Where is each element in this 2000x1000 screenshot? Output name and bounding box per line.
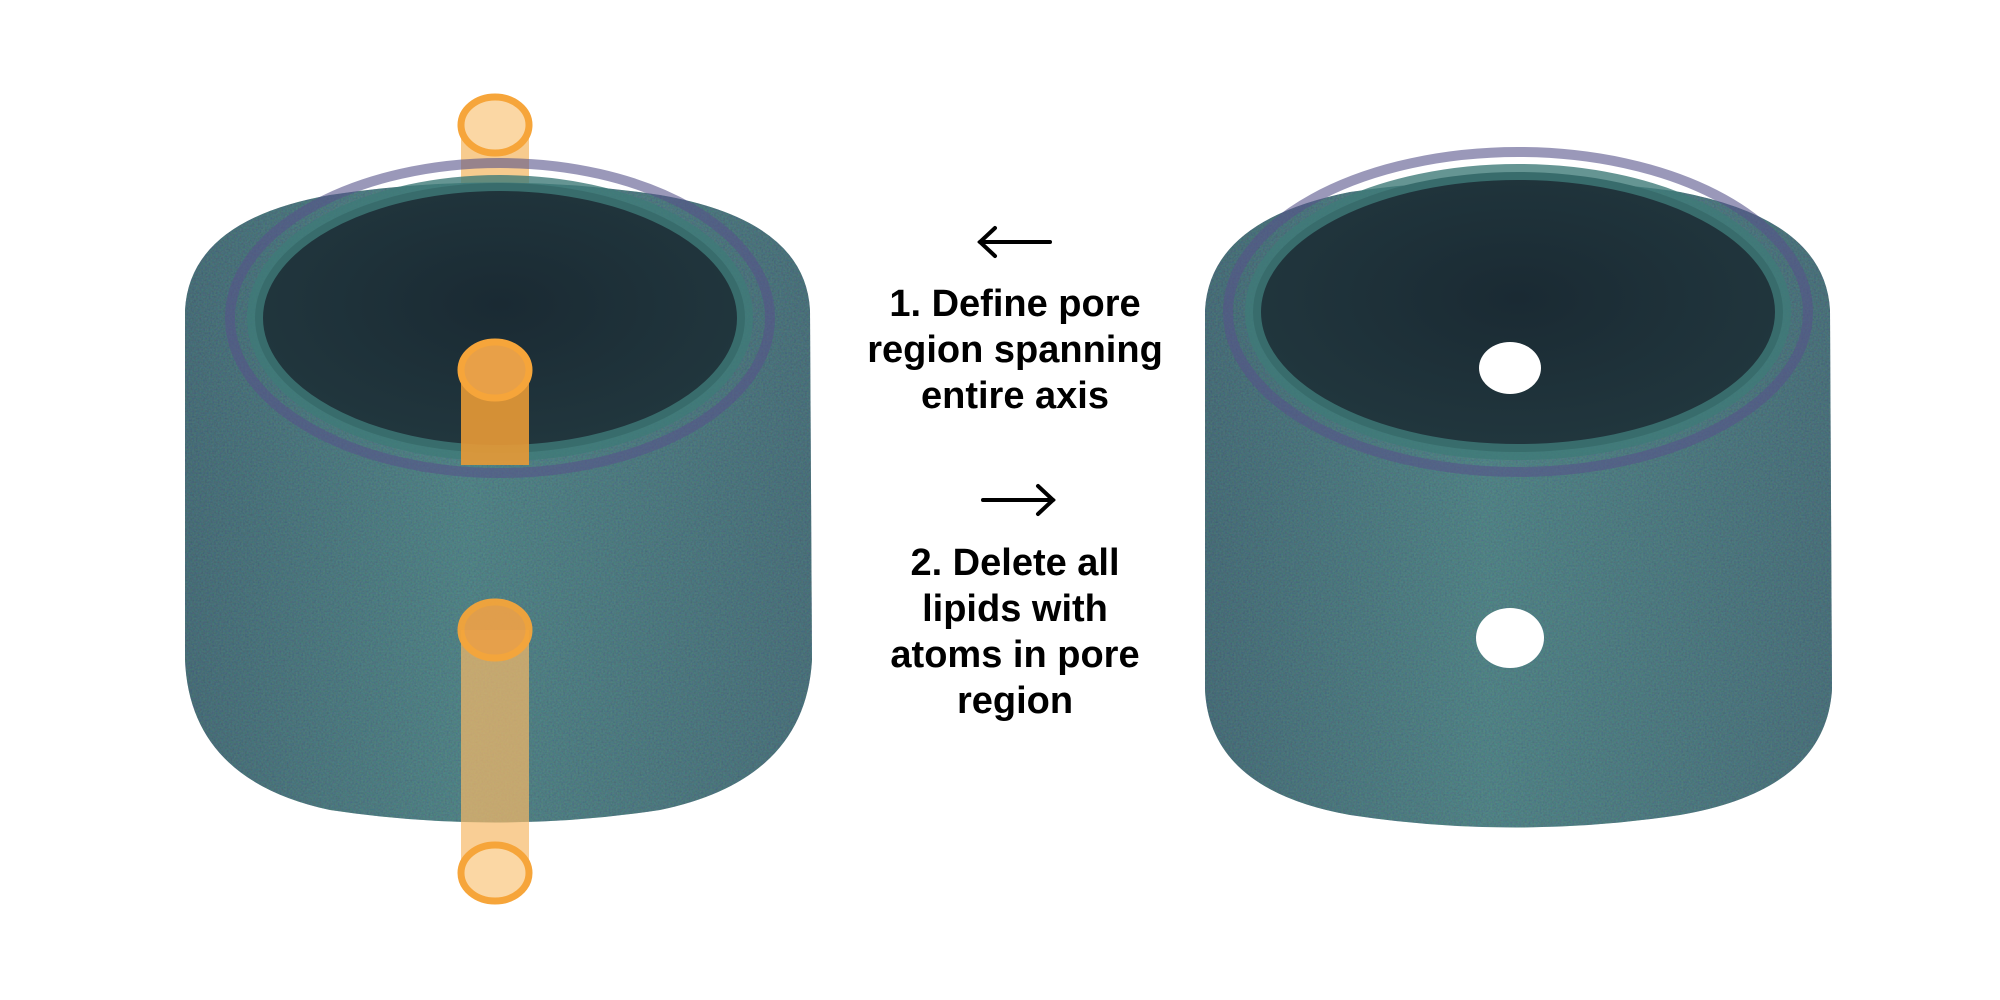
right-cylinder bbox=[1205, 147, 1832, 828]
right-cylinder-opening bbox=[1253, 172, 1783, 452]
pore-region-bottom bbox=[457, 598, 533, 905]
step-2-text: 2. Delete all lipids with atoms in pore … bbox=[890, 542, 1140, 722]
left-cylinder-opening bbox=[255, 183, 745, 453]
pore-hole-outer bbox=[1476, 608, 1544, 668]
pore-region-middle bbox=[457, 338, 533, 465]
pore-hole-inner bbox=[1479, 342, 1541, 394]
left-cylinder bbox=[185, 93, 812, 905]
step-1-text: 1. Define pore region spanning entire ax… bbox=[867, 283, 1163, 417]
arrow-left bbox=[977, 226, 1052, 258]
arrow-right bbox=[981, 484, 1056, 516]
